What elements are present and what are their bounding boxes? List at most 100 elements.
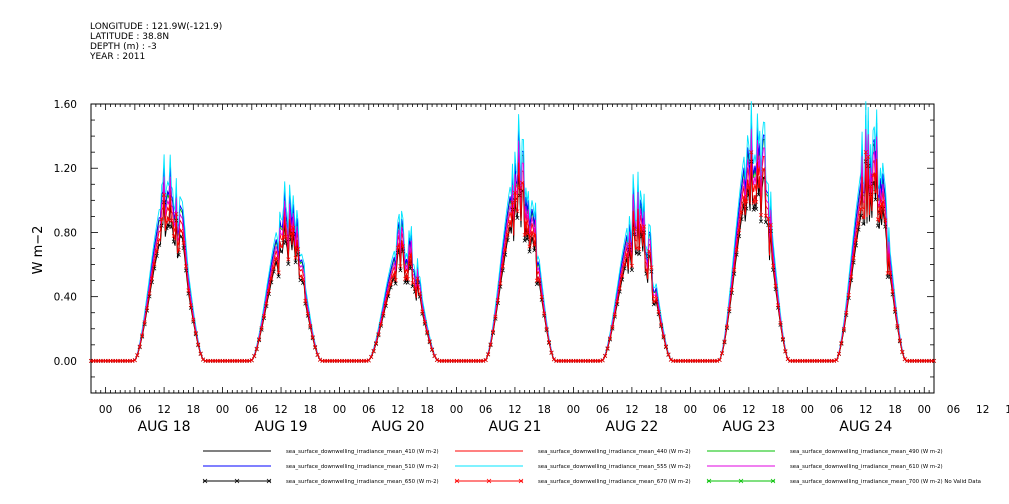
series-marker <box>296 247 301 252</box>
series-marker <box>771 267 776 272</box>
y-tick-label: 0.80 <box>54 227 77 239</box>
series-marker <box>732 271 737 276</box>
x-tick-label: 18 <box>654 404 667 416</box>
x-tick-label: 06 <box>362 404 376 416</box>
series-marker <box>839 340 844 345</box>
series-marker <box>637 252 642 257</box>
series-marker <box>483 358 488 363</box>
x-tick-label: 00 <box>801 404 814 416</box>
series-marker <box>169 218 174 223</box>
series-marker <box>274 255 279 260</box>
series-marker <box>186 288 191 293</box>
series-marker <box>525 231 530 236</box>
series-marker <box>132 358 137 363</box>
plot-frame <box>90 103 935 394</box>
series-marker <box>776 303 781 308</box>
series-marker <box>381 311 386 316</box>
series-marker <box>778 321 783 326</box>
series-marker <box>264 301 269 306</box>
series-marker <box>732 267 737 272</box>
x-tick-label: 06 <box>245 404 259 416</box>
series-marker <box>863 150 868 155</box>
series-marker <box>388 281 393 287</box>
series-marker <box>771 263 776 268</box>
x-tick-label: 00 <box>684 404 697 416</box>
series-marker <box>851 255 856 260</box>
series-marker <box>525 237 530 242</box>
series-marker <box>310 335 315 340</box>
series-marker <box>785 356 790 362</box>
x-tick-label: 06 <box>947 404 961 416</box>
series-marker <box>176 247 181 252</box>
series-marker <box>386 291 391 296</box>
series-marker <box>620 273 625 278</box>
series-marker <box>415 276 420 281</box>
legend-label: sea_surface_downwelling_irradiance_mean_… <box>286 479 439 485</box>
series-marker <box>271 265 276 270</box>
series-marker <box>873 197 878 202</box>
series-marker <box>858 206 863 212</box>
legend-label: sea_surface_downwelling_irradiance_mean_… <box>286 464 439 470</box>
series-marker <box>288 231 293 237</box>
series-marker <box>639 229 644 234</box>
series-marker <box>634 251 639 256</box>
series-marker <box>739 210 744 215</box>
series-marker <box>890 289 895 294</box>
series-marker <box>642 224 647 229</box>
x-tick-label: 06 <box>596 404 610 416</box>
legend-marker <box>770 478 776 484</box>
series-line-4 <box>91 101 934 362</box>
series-marker <box>654 296 659 301</box>
series-marker <box>529 229 535 234</box>
x-tick-label: 00 <box>567 404 580 416</box>
series-marker <box>605 346 610 351</box>
x-date-label: AUG 18 <box>138 419 191 435</box>
legend-label: sea_surface_downwelling_irradiance_mean_… <box>790 479 981 485</box>
longitude-text: LONGITUDE : 121.9W(-121.9) <box>90 22 223 32</box>
series-marker <box>152 262 157 267</box>
series-marker <box>724 324 729 329</box>
series-marker <box>486 352 491 357</box>
series-marker <box>366 358 371 363</box>
x-tick-label: 00 <box>918 404 931 416</box>
series-marker <box>836 351 842 356</box>
series-marker <box>300 277 306 282</box>
x-tick-label: 00 <box>450 404 463 416</box>
series-marker <box>892 307 898 312</box>
series-marker <box>719 350 725 356</box>
series-marker <box>249 358 254 363</box>
series-marker <box>873 190 878 195</box>
series-marker <box>186 291 191 296</box>
series-marker <box>549 350 554 355</box>
axis-ticks <box>90 103 935 394</box>
series-marker <box>637 247 642 252</box>
series-marker <box>420 309 425 314</box>
series-marker <box>632 226 637 231</box>
series-marker <box>412 286 418 291</box>
series-marker <box>729 287 734 292</box>
legend: sea_surface_downwelling_irradiance_mean_… <box>202 449 981 485</box>
series-marker <box>164 219 169 225</box>
series-marker <box>157 237 162 242</box>
series-marker <box>174 211 179 217</box>
series-marker <box>427 339 432 344</box>
series-marker <box>179 228 184 233</box>
series-marker <box>763 213 768 218</box>
series-marker <box>875 217 881 222</box>
series-marker <box>666 352 671 357</box>
series-marker <box>727 306 732 312</box>
x-tick-label: 12 <box>625 404 638 416</box>
series-marker <box>766 216 771 221</box>
series-marker <box>276 270 281 275</box>
x-date-label: AUG 19 <box>255 419 308 435</box>
series-marker <box>868 184 873 189</box>
series-marker <box>410 280 415 285</box>
series-marker <box>751 200 756 205</box>
series-marker <box>137 344 142 349</box>
series-marker <box>315 352 320 357</box>
series-marker <box>761 167 766 172</box>
legend-marker <box>234 478 240 484</box>
series-marker <box>734 247 739 252</box>
series-marker <box>425 330 430 335</box>
series-marker <box>612 312 617 317</box>
